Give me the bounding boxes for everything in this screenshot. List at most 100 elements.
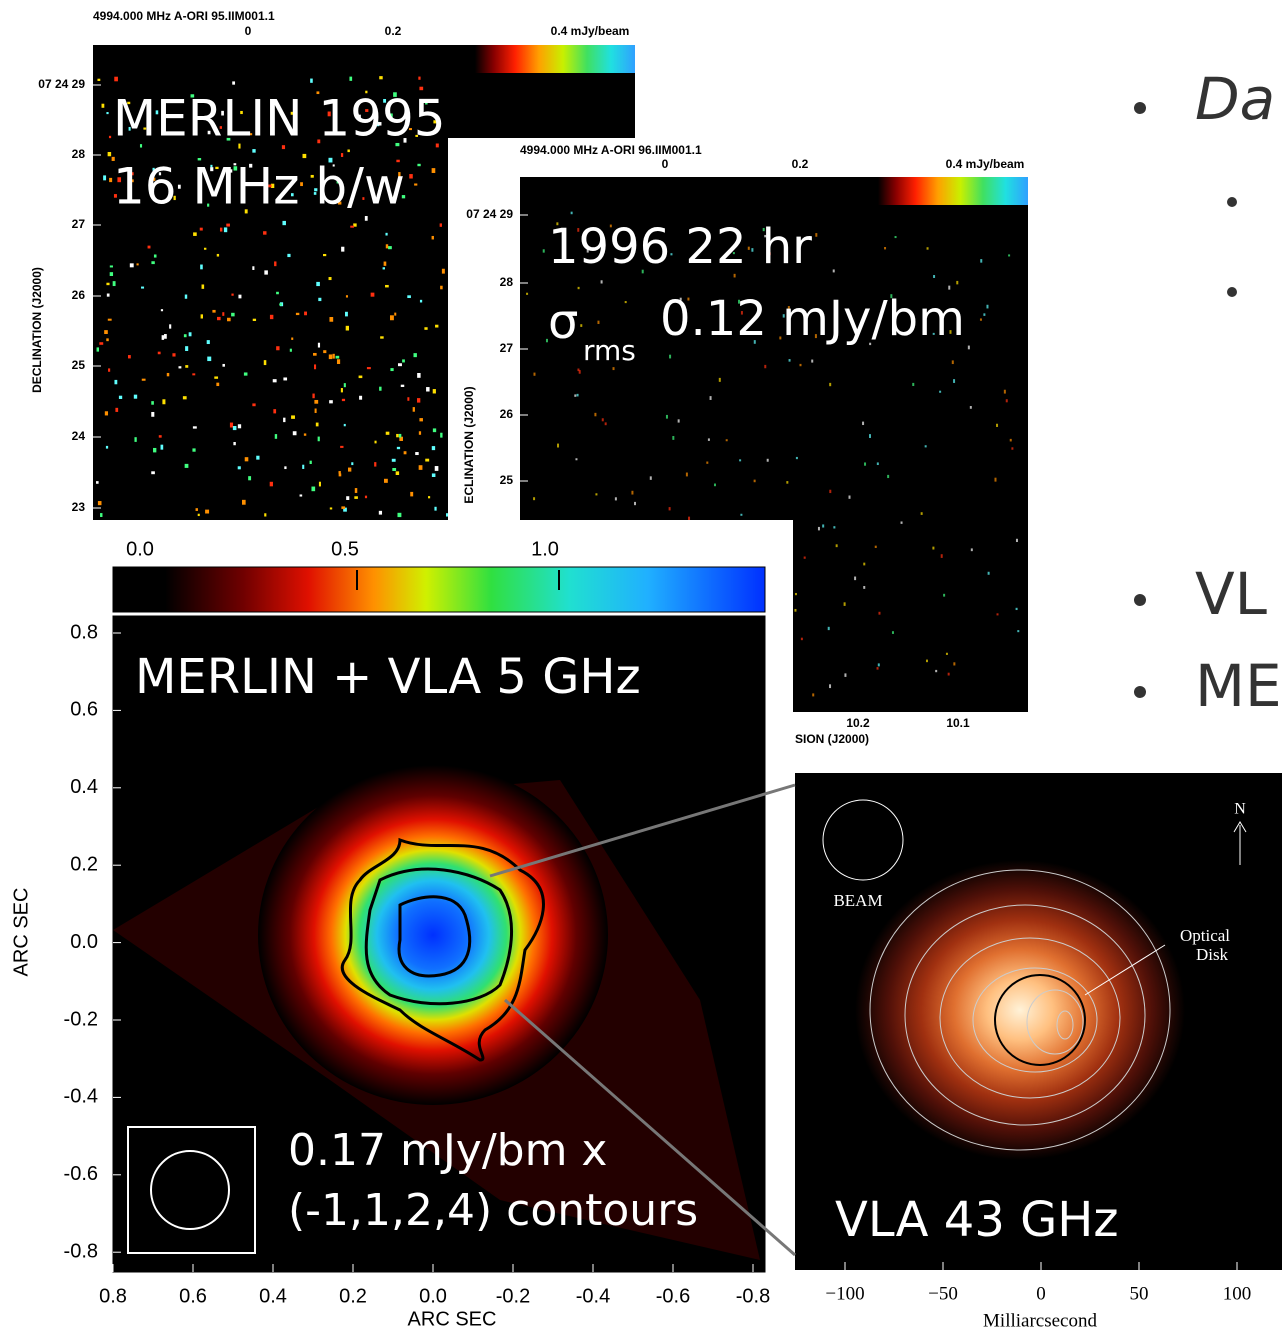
noise-speck [402, 359, 405, 363]
noise-speck [425, 101, 428, 105]
noise-speck [195, 508, 198, 511]
noise-speck [817, 526, 820, 531]
noise-speck [577, 286, 580, 290]
noise-speck [184, 463, 189, 468]
x-tick-label: 50 [1130, 1283, 1149, 1304]
noise-speck [393, 92, 397, 97]
bullet-dot [1134, 686, 1146, 698]
noise-speck [318, 481, 321, 487]
noise-speck [843, 602, 846, 606]
noise-speck [764, 364, 767, 369]
noise-speck [273, 409, 277, 414]
contour [397, 895, 472, 978]
noise-speck [113, 194, 117, 198]
noise-speck [362, 197, 365, 200]
noise-speck [876, 667, 879, 670]
colorbar-gradient [878, 177, 1028, 205]
noise-speck [370, 292, 375, 297]
noise-speck [418, 76, 421, 80]
overlay-text: 16 MHz b/w [113, 158, 405, 216]
x-tick-label: -0.2 [496, 1285, 530, 1307]
beam-box [127, 1126, 256, 1254]
noise-speck [200, 264, 203, 270]
noise-speck [398, 433, 402, 438]
noise-speck [226, 223, 230, 227]
noise-speck [926, 247, 929, 250]
noise-speck [877, 663, 880, 667]
contour [904, 904, 1146, 1126]
x-tick-label: -0.6 [656, 1285, 690, 1307]
noise-speck [779, 336, 782, 340]
overlay-text: 1996 22 hr [548, 219, 812, 275]
overlay-text: rms [583, 334, 636, 367]
noise-speck [230, 169, 233, 173]
y-tick-label: 28 [500, 275, 514, 289]
noise-speck [252, 318, 257, 322]
noise-speck [192, 448, 196, 452]
noise-speck [762, 227, 765, 232]
noise-speck [127, 101, 131, 105]
noise-speck [340, 445, 344, 448]
noise-speck [316, 281, 320, 287]
noise-speck [207, 203, 210, 207]
noise-speck [136, 263, 139, 266]
noise-speck [302, 464, 305, 469]
axis-label: Milliarcsecond [983, 1310, 1097, 1331]
noise-speck [378, 510, 383, 515]
noise-speck [417, 398, 421, 403]
noise-speck [282, 220, 286, 226]
noise-speck [313, 352, 317, 356]
noise-speck [1005, 399, 1008, 403]
noise-speck [358, 114, 361, 118]
noise-speck [848, 495, 851, 499]
noise-speck [346, 496, 350, 500]
noise-speck [268, 184, 272, 188]
noise-speck [1015, 538, 1018, 543]
y-tick-label: 0.8 [70, 621, 98, 643]
noise-speck [114, 76, 118, 82]
noise-speck [624, 301, 627, 304]
noise-speck [570, 211, 573, 215]
noise-speck [192, 373, 196, 376]
y-tick-label: 26 [500, 407, 514, 421]
noise-speck [891, 631, 894, 634]
noise-speck [947, 672, 950, 676]
noise-speck [854, 576, 857, 581]
noise-speck [733, 273, 736, 278]
noise-speck [994, 477, 997, 482]
x-tick-label: 10.2 [846, 716, 870, 730]
noise-speck [219, 227, 223, 232]
noise-speck [345, 311, 348, 317]
noise-speck [814, 334, 817, 339]
noise-speck [425, 458, 430, 462]
noise-speck [291, 415, 295, 419]
noise-speck [542, 249, 545, 253]
noise-speck [210, 164, 213, 168]
x-tick-label: 0.0 [419, 1285, 447, 1307]
noise-speck [289, 348, 292, 352]
noise-speck [390, 368, 394, 372]
noise-speck [276, 346, 280, 351]
noise-speck [869, 434, 872, 438]
noise-speck [364, 216, 368, 221]
noise-speck [283, 417, 286, 423]
noise-speck [207, 130, 211, 135]
noise-speck [601, 418, 604, 422]
y-tick-label: 27 [72, 217, 86, 231]
noise-speck [526, 292, 529, 295]
noise-speck [173, 195, 176, 201]
x-tick-label: 0.8 [99, 1285, 127, 1307]
noise-speck [190, 94, 195, 98]
noise-speck [107, 151, 112, 157]
noise-speck [382, 267, 386, 270]
colorbar-label: 0 [662, 157, 669, 171]
noise-speck [108, 135, 112, 139]
noise-speck [983, 313, 986, 316]
noise-speck [233, 163, 237, 166]
x-tick-label: 10.1 [946, 716, 970, 730]
noise-speck [803, 556, 806, 559]
noise-speck [874, 545, 877, 548]
noise-speck [787, 306, 790, 310]
x-tick-label: 100 [1223, 1283, 1252, 1304]
noise-speck [396, 433, 399, 438]
